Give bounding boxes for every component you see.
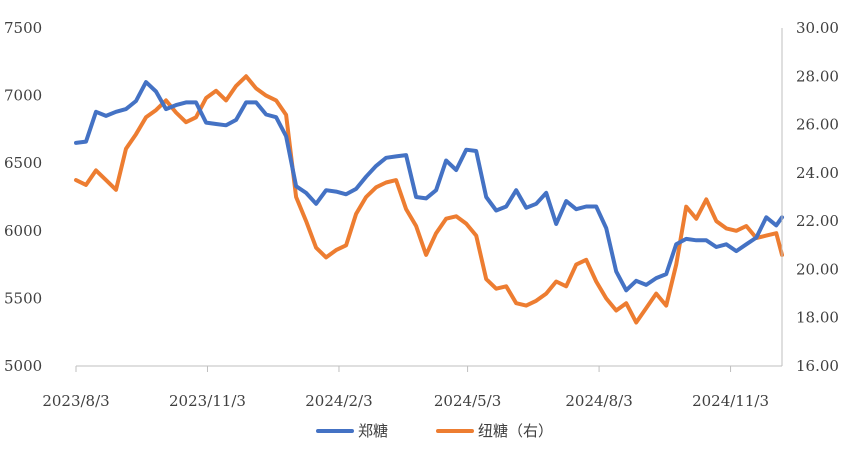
x-tick-label: 2023/11/3: [169, 392, 246, 410]
legend: 郑糖 纽糖（右）: [316, 422, 553, 440]
x-tick-label: 2024/5/3: [434, 392, 501, 410]
y-right-tick-label: 16.00: [796, 357, 839, 375]
y-left-tick-label: 7000: [4, 87, 42, 105]
axes: 5000 5500 6000 6500 7000 7500 16.00 18.00 20.00 2…: [4, 19, 839, 410]
y-right-tick-label: 30.00: [796, 19, 839, 37]
y-left-tick-label: 5000: [4, 357, 42, 375]
y-left-tick-label: 6000: [4, 222, 42, 240]
y-right-tick-label: 28.00: [796, 67, 839, 85]
y-right-tick-label: 18.00: [796, 309, 839, 327]
x-tick-label: 2024/2/3: [305, 392, 372, 410]
y-left-tick-label: 6500: [4, 154, 42, 172]
legend-niutang-label: 纽糖（右）: [478, 422, 553, 440]
x-tick-label: 2024/11/3: [692, 392, 769, 410]
plot-lines: [74, 74, 784, 325]
y-right-tick-label: 26.00: [796, 116, 839, 134]
series-line-zhengtang: [74, 80, 784, 293]
y-right-tick-label: 22.00: [796, 212, 839, 230]
x-tick-label: 2024/8/3: [565, 392, 632, 410]
x-tick-label: 2023/8/3: [42, 392, 109, 410]
legend-zhengtang-label: 郑糖: [358, 422, 388, 440]
series-line-niutang: [74, 74, 784, 325]
y-right-tick-label: 24.00: [796, 164, 839, 182]
y-right-tick-label: 20.00: [796, 260, 839, 278]
y-left-tick-label: 7500: [4, 19, 42, 37]
y-left-tick-label: 5500: [4, 289, 42, 307]
